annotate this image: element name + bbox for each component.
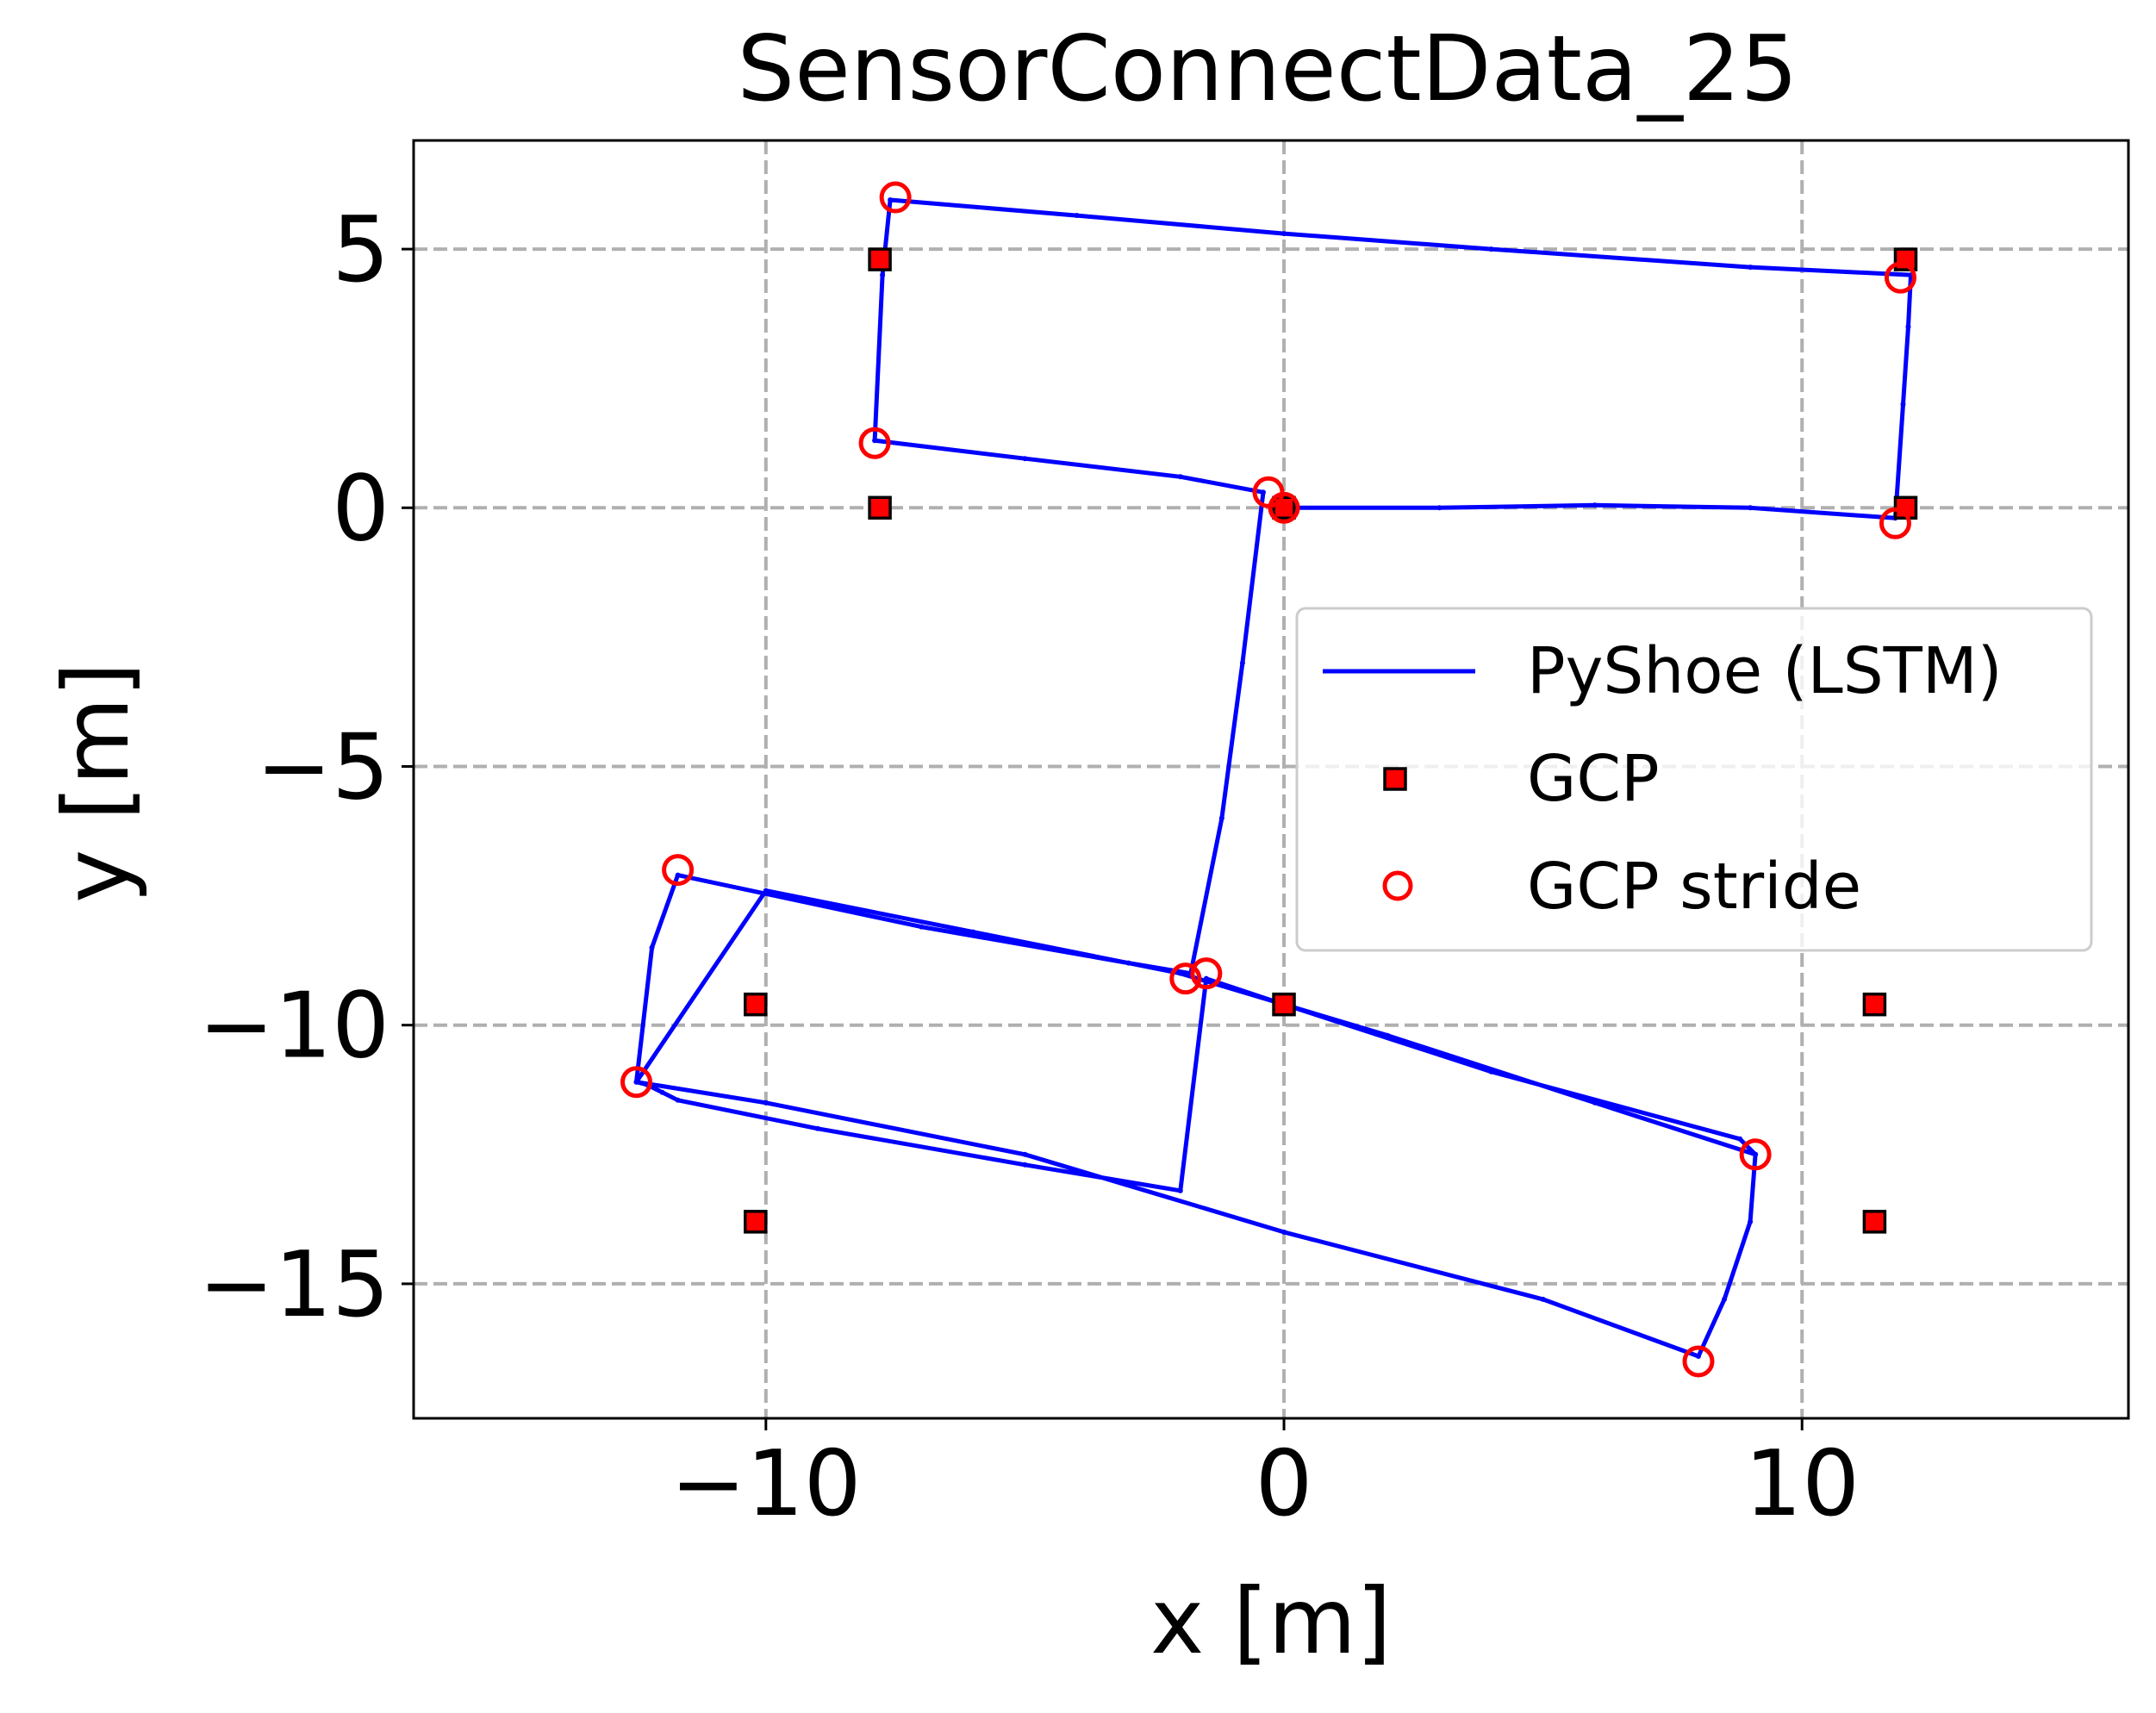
- legend-label-trajectory: PyShoe (LSTM): [1527, 634, 2003, 708]
- trajectory-point: [1592, 1099, 1598, 1106]
- trajectory-point: [888, 197, 894, 203]
- y-tick-label: −15: [198, 1232, 389, 1337]
- gcp-stride-marker: [858, 427, 891, 459]
- axis-ticks: −10 0 10 5 0 −5 −10 −15: [198, 197, 1860, 1536]
- trajectory-point: [1218, 815, 1224, 821]
- legend-swatch-gcp: [1383, 767, 1407, 791]
- trajectory-point: [1239, 660, 1245, 666]
- gcp-stride-marker: [1169, 962, 1202, 995]
- trajectory-point: [919, 924, 925, 930]
- gcp-stride-marker: [879, 181, 912, 214]
- trajectory-point: [1737, 1136, 1743, 1142]
- trajectory-point: [872, 438, 878, 444]
- chart-title: SensorConnectData_25: [738, 16, 1798, 121]
- trajectory-point: [1540, 1296, 1546, 1302]
- trajectory-point: [1748, 265, 1754, 271]
- x-tick-label: −10: [670, 1431, 862, 1536]
- trajectory-point: [1281, 1229, 1287, 1235]
- plot-area: [620, 181, 1918, 1378]
- trajectory-point: [1281, 231, 1287, 237]
- y-tick-label: 5: [332, 197, 389, 302]
- trajectory-point: [659, 1089, 665, 1095]
- gcp-stride-marker: [1190, 957, 1223, 990]
- trajectory-point: [1753, 1151, 1759, 1157]
- legend-swatch-gcp-stride: [1382, 870, 1413, 901]
- trajectory-point: [1385, 1032, 1391, 1038]
- legend: PyShoe (LSTM) GCP GCP stride: [1295, 607, 2093, 952]
- x-tick-label: 10: [1744, 1431, 1860, 1536]
- trajectory-point: [1695, 1353, 1701, 1359]
- trajectory-point: [1022, 456, 1028, 462]
- trajectory-point: [1722, 1296, 1728, 1302]
- trajectory-point: [1748, 505, 1754, 511]
- trajectory-point: [1125, 960, 1131, 966]
- trajectory-point: [1177, 970, 1183, 976]
- trajectory-point: [763, 888, 769, 894]
- trajectory-point: [1177, 474, 1183, 480]
- trajectory-point: [763, 1099, 769, 1106]
- trajectory-point: [649, 944, 655, 950]
- legend-label-gcp-stride: GCP stride: [1527, 850, 1861, 924]
- trajectory-point: [1905, 324, 1911, 330]
- y-tick-label: −10: [198, 974, 389, 1079]
- trajectory-point: [1592, 502, 1598, 508]
- trajectory-point: [1203, 975, 1209, 981]
- gcp-stride-marker: [662, 854, 695, 887]
- plot-frame: [412, 139, 2130, 1420]
- gcp-stride-marker: [1879, 507, 1911, 539]
- trajectory-point: [970, 929, 976, 935]
- trajectory-point: [1022, 1151, 1028, 1157]
- trajectory-point: [1022, 1162, 1028, 1168]
- gcp-marker: [868, 247, 892, 271]
- gcp-marker: [744, 1210, 768, 1234]
- y-tick-label: 0: [332, 456, 389, 561]
- trajectory-point: [814, 1125, 820, 1131]
- gcp-stride-marker: [1268, 491, 1300, 524]
- gcp-marker: [1272, 992, 1296, 1017]
- y-tick-label: −5: [256, 714, 389, 819]
- x-tick-label: 0: [1256, 1431, 1313, 1536]
- gcp-marker: [1862, 992, 1887, 1017]
- trajectory-point: [1748, 1218, 1754, 1224]
- trajectory-point: [1436, 505, 1443, 511]
- legend-label-gcp: GCP: [1527, 742, 1660, 816]
- trajectory-point: [675, 872, 681, 878]
- legend-frame: [1295, 607, 2093, 952]
- gcp-marker: [1862, 1210, 1887, 1234]
- trajectory-point: [675, 1097, 681, 1103]
- trajectory-point: [633, 1079, 639, 1085]
- gcp-stride-marker: [1884, 261, 1916, 294]
- gcp-stride-marker: [1739, 1138, 1772, 1171]
- trajectory-point: [1260, 489, 1266, 495]
- trajectory-point: [1488, 1068, 1494, 1075]
- trajectory-point: [1488, 246, 1494, 252]
- gcp-marker: [1272, 495, 1296, 520]
- trajectory-point: [1177, 1187, 1183, 1193]
- y-axis-label: y [m]: [44, 662, 149, 903]
- trajectory-point: [1900, 402, 1906, 408]
- x-axis-label: x [m]: [1150, 1569, 1392, 1674]
- trajectory-point: [1074, 213, 1080, 219]
- gcp-stride-marker: [620, 1066, 653, 1099]
- gcp-stride-marker: [1682, 1345, 1715, 1378]
- gcp-marker: [744, 992, 768, 1017]
- trajectory-point: [880, 272, 886, 278]
- gcp-marker: [868, 495, 892, 520]
